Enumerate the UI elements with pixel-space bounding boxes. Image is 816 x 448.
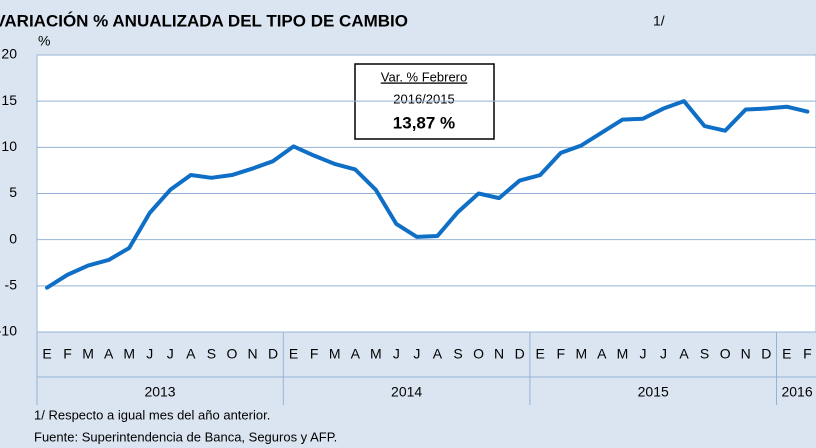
annotation-period: 2016/2015 xyxy=(393,91,454,106)
x-tick-label: E xyxy=(289,346,298,362)
title-note: 1/ xyxy=(653,13,665,29)
x-tick-label: J xyxy=(660,346,667,362)
x-tick-label: N xyxy=(494,346,504,362)
x-tick-label: S xyxy=(207,346,216,362)
x-tick-label: J xyxy=(393,346,400,362)
x-group-label: 2014 xyxy=(391,384,422,400)
x-tick-label: A xyxy=(351,346,361,362)
x-tick-label: N xyxy=(247,346,257,362)
x-tick-label: S xyxy=(700,346,709,362)
x-tick-label: A xyxy=(104,346,114,362)
x-tick-label: E xyxy=(782,346,791,362)
y-tick-label: -10 xyxy=(0,323,17,339)
x-tick-label: J xyxy=(413,346,420,362)
x-tick-label: D xyxy=(761,346,771,362)
x-tick-label: M xyxy=(123,346,135,362)
x-tick-label: D xyxy=(515,346,525,362)
y-tick-label: 20 xyxy=(1,46,17,62)
x-tick-label: M xyxy=(82,346,94,362)
x-tick-label: S xyxy=(453,346,462,362)
y-tick-label: 0 xyxy=(9,230,17,246)
x-tick-label: J xyxy=(146,346,153,362)
x-tick-label: A xyxy=(433,346,443,362)
x-tick-label: F xyxy=(310,346,319,362)
footnote: 1/ Respecto a igual mes del año anterior… xyxy=(34,407,270,422)
y-axis-label: % xyxy=(38,33,50,49)
x-group-label: 2016 xyxy=(781,384,812,400)
line-series xyxy=(45,99,810,290)
chart-title: VARIACIÓN % ANUALIZADA DEL TIPO DE CAMBI… xyxy=(0,11,408,30)
x-tick-label: J xyxy=(167,346,174,362)
x-tick-label: O xyxy=(473,346,484,362)
x-tick-label: A xyxy=(186,346,196,362)
x-tick-label: F xyxy=(63,346,72,362)
annotation-title: Var. % Febrero xyxy=(381,69,467,84)
x-tick-label: J xyxy=(639,346,646,362)
x-tick-label: M xyxy=(575,346,587,362)
x-tick-label: D xyxy=(268,346,278,362)
x-tick-label: A xyxy=(597,346,607,362)
x-tick-label: A xyxy=(679,346,689,362)
y-tick-label: 10 xyxy=(1,138,17,154)
y-tick-label: 5 xyxy=(9,184,17,200)
x-tick-label: E xyxy=(42,346,51,362)
x-group-label: 2013 xyxy=(144,384,175,400)
x-tick-label: O xyxy=(227,346,238,362)
footnote: Fuente: Superintendencia de Banca, Segur… xyxy=(34,429,337,444)
annotation-value: 13,87 % xyxy=(393,113,455,132)
x-tick-label: M xyxy=(370,346,382,362)
x-group-label: 2015 xyxy=(638,384,669,400)
x-tick-label: F xyxy=(556,346,565,362)
y-tick-label: 15 xyxy=(1,92,17,108)
x-tick-label: E xyxy=(536,346,545,362)
x-tick-label: M xyxy=(329,346,341,362)
y-tick-label: -5 xyxy=(5,277,18,293)
x-tick-label: M xyxy=(617,346,629,362)
x-tick-label: N xyxy=(741,346,751,362)
x-tick-label: O xyxy=(720,346,731,362)
x-tick-label: F xyxy=(803,346,812,362)
